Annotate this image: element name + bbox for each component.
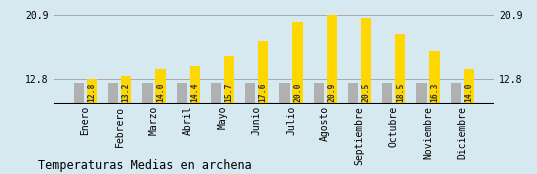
Bar: [326, 15, 337, 104]
Bar: [142, 82, 153, 104]
Bar: [108, 82, 118, 104]
Text: Temperaturas Medias en archena: Temperaturas Medias en archena: [38, 159, 251, 172]
Bar: [279, 82, 289, 104]
Bar: [314, 82, 324, 104]
Text: 14.0: 14.0: [156, 83, 165, 102]
Bar: [224, 56, 234, 104]
Text: 20.5: 20.5: [361, 83, 371, 102]
Text: 20.0: 20.0: [293, 83, 302, 102]
Bar: [190, 66, 200, 104]
Text: 17.6: 17.6: [259, 83, 268, 102]
Bar: [451, 82, 461, 104]
Bar: [417, 82, 427, 104]
Bar: [382, 82, 393, 104]
Text: 14.0: 14.0: [465, 83, 474, 102]
Bar: [430, 51, 440, 104]
Text: 13.2: 13.2: [122, 83, 130, 102]
Bar: [74, 82, 84, 104]
Text: 12.8: 12.8: [88, 83, 96, 102]
Text: 15.7: 15.7: [224, 83, 234, 102]
Bar: [155, 69, 165, 104]
Text: 16.3: 16.3: [430, 83, 439, 102]
Bar: [395, 34, 405, 104]
Text: 20.9: 20.9: [327, 83, 336, 102]
Bar: [211, 82, 221, 104]
Bar: [464, 69, 474, 104]
Text: 18.5: 18.5: [396, 83, 405, 102]
Bar: [348, 82, 358, 104]
Bar: [258, 41, 268, 104]
Bar: [361, 18, 371, 104]
Bar: [177, 82, 187, 104]
Text: 14.4: 14.4: [190, 83, 199, 102]
Bar: [87, 79, 97, 104]
Bar: [292, 22, 303, 104]
Bar: [121, 76, 131, 104]
Bar: [245, 82, 256, 104]
